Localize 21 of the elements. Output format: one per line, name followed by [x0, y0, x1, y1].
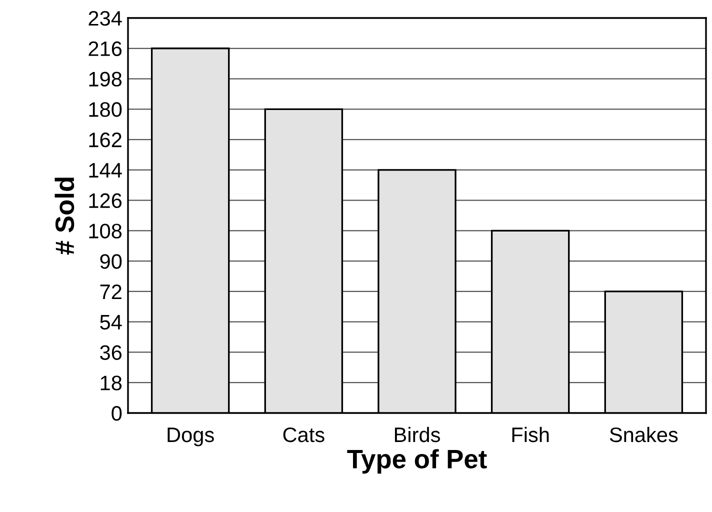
x-axis-title: Type of Pet [347, 449, 487, 474]
y-tick-label: 72 [100, 284, 122, 300]
y-tick-label: 36 [100, 345, 122, 360]
y-tick-label: 162 [89, 132, 122, 148]
x-tick-label: Birds [394, 426, 440, 442]
y-tick-label: 198 [89, 72, 122, 87]
y-tick-label: 0 [112, 406, 122, 421]
y-tick-label: 18 [100, 376, 122, 390]
x-tick-label: Snakes [610, 426, 678, 442]
x-tick-label: Fish [512, 426, 549, 442]
y-tick-label: 108 [89, 224, 122, 238]
x-tick-label: Dogs [168, 428, 214, 446]
y-tick-label: 90 [100, 254, 122, 269]
x-tick-label: Cats [283, 427, 324, 442]
y-axis-title: # Sold [54, 178, 74, 255]
y-tick-label: 216 [88, 41, 122, 56]
y-tick-label: 54 [100, 315, 122, 330]
y-tick-label: 234 [88, 11, 122, 26]
y-tick-label: 126 [89, 193, 122, 208]
y-tick-label: 180 [89, 102, 122, 117]
y-tick-label: 144 [89, 163, 122, 178]
